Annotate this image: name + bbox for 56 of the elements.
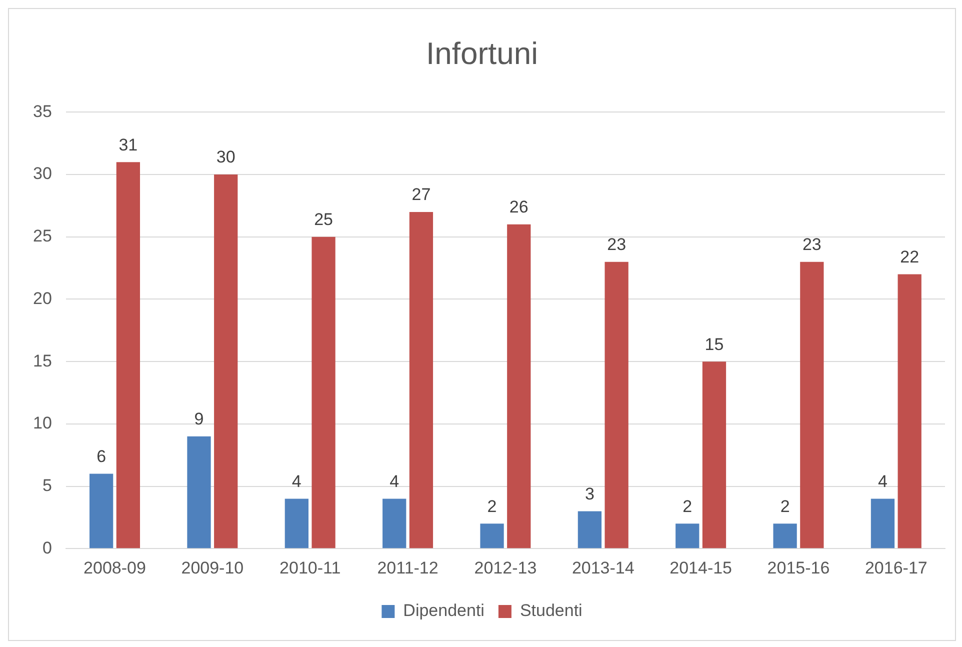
y-tick-label: 0 bbox=[42, 538, 52, 558]
data-label: 2 bbox=[780, 496, 790, 516]
chart-title: Infortuni bbox=[426, 36, 538, 72]
bar bbox=[214, 174, 238, 548]
y-tick-label: 25 bbox=[32, 226, 52, 246]
x-tick-label: 2012-13 bbox=[474, 558, 537, 578]
data-label: 27 bbox=[412, 185, 431, 204]
data-label: 4 bbox=[292, 472, 302, 491]
bar bbox=[676, 524, 700, 548]
data-label: 23 bbox=[802, 235, 822, 254]
data-label: 4 bbox=[390, 472, 400, 491]
data-label: 15 bbox=[704, 334, 724, 354]
legend-label: Studenti bbox=[520, 601, 582, 620]
bar bbox=[604, 262, 628, 548]
y-tick-label: 30 bbox=[32, 164, 52, 184]
data-label: 4 bbox=[878, 472, 888, 491]
legend-label: Dipendenti bbox=[403, 601, 484, 620]
bar bbox=[382, 498, 406, 548]
data-label: 2 bbox=[682, 496, 692, 516]
data-label: 30 bbox=[216, 148, 236, 167]
data-label: 6 bbox=[96, 446, 106, 466]
x-tick-label: 2013-14 bbox=[572, 558, 634, 578]
x-tick-label: 2016-17 bbox=[864, 558, 928, 578]
y-tick-label: 10 bbox=[32, 414, 52, 433]
bar bbox=[480, 524, 504, 548]
data-label: 25 bbox=[314, 210, 333, 230]
y-tick-label: 35 bbox=[32, 102, 52, 121]
bar bbox=[702, 362, 726, 548]
bar bbox=[800, 262, 824, 548]
data-label: 22 bbox=[900, 247, 920, 266]
data-label: 2 bbox=[487, 496, 497, 516]
x-tick-label: 2011-12 bbox=[377, 558, 438, 578]
bar bbox=[898, 274, 922, 548]
data-label: 23 bbox=[607, 235, 626, 254]
y-tick-label: 20 bbox=[32, 288, 52, 308]
data-label: 3 bbox=[584, 484, 594, 504]
x-tick-label: 2014-15 bbox=[670, 558, 732, 578]
x-tick-label: 2008-09 bbox=[84, 558, 146, 578]
x-tick-label: 2015-16 bbox=[767, 558, 830, 578]
y-tick-label: 15 bbox=[32, 351, 52, 370]
bar bbox=[312, 236, 336, 548]
bar bbox=[773, 524, 797, 548]
y-tick-label: 5 bbox=[42, 476, 52, 495]
data-label: 9 bbox=[194, 410, 204, 429]
bar bbox=[90, 474, 114, 548]
data-label: 31 bbox=[118, 135, 138, 154]
bar bbox=[507, 224, 531, 548]
bar bbox=[116, 162, 140, 548]
bar bbox=[870, 498, 895, 548]
bar bbox=[578, 511, 602, 548]
bar bbox=[409, 212, 434, 548]
x-tick-label: 2009-10 bbox=[181, 558, 244, 578]
bar bbox=[284, 498, 308, 548]
bar bbox=[187, 436, 211, 548]
x-tick-label: 2010-11 bbox=[280, 558, 341, 578]
data-label: 26 bbox=[509, 198, 528, 217]
